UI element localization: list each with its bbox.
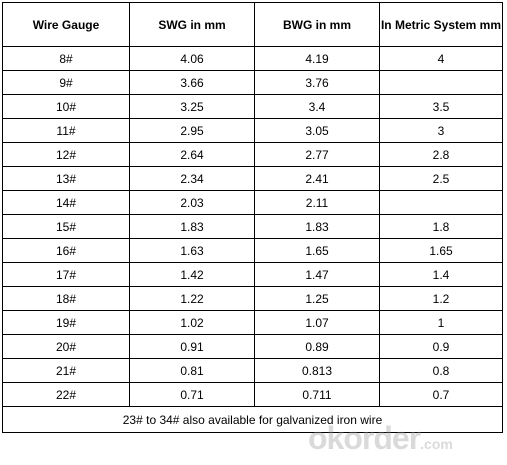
cell-wire-gauge: 17# [2, 262, 130, 287]
table-row: 12# 2.64 2.77 2.8 [2, 142, 503, 167]
table-row: 21# 0.81 0.813 0.8 [2, 358, 503, 383]
cell-metric: 1.4 [379, 262, 503, 287]
cell-bwg: 1.47 [254, 262, 380, 287]
table-row: 20# 0.91 0.89 0.9 [2, 334, 503, 359]
header-row: Wire Gauge SWG in mm BWG in mm In Metric… [2, 2, 503, 47]
wire-gauge-table: Wire Gauge SWG in mm BWG in mm In Metric… [2, 2, 503, 433]
cell-bwg: 1.65 [254, 238, 380, 263]
cell-wire-gauge: 19# [2, 310, 130, 335]
cell-wire-gauge: 14# [2, 190, 130, 215]
cell-metric: 2.8 [379, 142, 503, 167]
cell-metric: 0.9 [379, 334, 503, 359]
cell-swg: 0.91 [129, 334, 255, 359]
cell-wire-gauge: 12# [2, 142, 130, 167]
table-row: 11# 2.95 3.05 3 [2, 118, 503, 143]
cell-swg: 1.02 [129, 310, 255, 335]
table-row: 19# 1.02 1.07 1 [2, 310, 503, 335]
cell-wire-gauge: 21# [2, 358, 130, 383]
cell-bwg: 0.89 [254, 334, 380, 359]
cell-swg: 0.81 [129, 358, 255, 383]
table-row: 18# 1.22 1.25 1.2 [2, 286, 503, 311]
cell-wire-gauge: 8# [2, 46, 130, 71]
cell-swg: 1.22 [129, 286, 255, 311]
watermark-suffix: .com [420, 436, 453, 452]
table-row: 8# 4.06 4.19 4 [2, 46, 503, 71]
cell-bwg: 4.19 [254, 46, 380, 71]
cell-swg: 1.83 [129, 214, 255, 239]
cell-metric [379, 70, 503, 95]
table-row: 22# 0.71 0.711 0.7 [2, 382, 503, 407]
cell-swg: 1.63 [129, 238, 255, 263]
cell-wire-gauge: 13# [2, 166, 130, 191]
cell-bwg: 2.11 [254, 190, 380, 215]
cell-swg: 3.66 [129, 70, 255, 95]
cell-bwg: 1.25 [254, 286, 380, 311]
cell-swg: 1.42 [129, 262, 255, 287]
cell-metric: 1.8 [379, 214, 503, 239]
cell-metric: 4 [379, 46, 503, 71]
cell-wire-gauge: 22# [2, 382, 130, 407]
cell-wire-gauge: 11# [2, 118, 130, 143]
table-row: 14# 2.03 2.11 [2, 190, 503, 215]
cell-metric: 0.8 [379, 358, 503, 383]
cell-swg: 2.03 [129, 190, 255, 215]
cell-metric: 1 [379, 310, 503, 335]
cell-metric [379, 190, 503, 215]
table-body: 8# 4.06 4.19 4 9# 3.66 3.76 10# 3.25 3.4 3.5 11# 2.9… [2, 46, 503, 407]
cell-metric: 0.7 [379, 382, 503, 407]
cell-swg: 3.25 [129, 94, 255, 119]
cell-swg: 2.34 [129, 166, 255, 191]
cell-bwg: 0.711 [254, 382, 380, 407]
cell-wire-gauge: 18# [2, 286, 130, 311]
cell-metric: 2.5 [379, 166, 503, 191]
cell-bwg: 3.05 [254, 118, 380, 143]
cell-metric: 3.5 [379, 94, 503, 119]
cell-bwg: 1.83 [254, 214, 380, 239]
cell-bwg: 0.813 [254, 358, 380, 383]
cell-bwg: 3.76 [254, 70, 380, 95]
cell-metric: 1.65 [379, 238, 503, 263]
cell-wire-gauge: 16# [2, 238, 130, 263]
cell-swg: 2.95 [129, 118, 255, 143]
cell-metric: 1.2 [379, 286, 503, 311]
cell-swg: 4.06 [129, 46, 255, 71]
table-row: 9# 3.66 3.76 [2, 70, 503, 95]
cell-bwg: 1.07 [254, 310, 380, 335]
cell-bwg: 2.41 [254, 166, 380, 191]
footer-note: 23# to 34# also available for galvanized… [2, 406, 503, 433]
table-row: 13# 2.34 2.41 2.5 [2, 166, 503, 191]
footer-row: 23# to 34# also available for galvanized… [2, 406, 503, 433]
table-row: 15# 1.83 1.83 1.8 [2, 214, 503, 239]
cell-bwg: 2.77 [254, 142, 380, 167]
cell-wire-gauge: 9# [2, 70, 130, 95]
table-row: 10# 3.25 3.4 3.5 [2, 94, 503, 119]
cell-wire-gauge: 10# [2, 94, 130, 119]
cell-swg: 0.71 [129, 382, 255, 407]
cell-swg: 2.64 [129, 142, 255, 167]
cell-bwg: 3.4 [254, 94, 380, 119]
table-row: 17# 1.42 1.47 1.4 [2, 262, 503, 287]
header-bwg: BWG in mm [254, 2, 380, 47]
cell-wire-gauge: 20# [2, 334, 130, 359]
cell-metric: 3 [379, 118, 503, 143]
cell-wire-gauge: 15# [2, 214, 130, 239]
header-wire-gauge: Wire Gauge [2, 2, 130, 47]
header-swg: SWG in mm [129, 2, 255, 47]
header-metric: In Metric System mm [379, 2, 503, 47]
table-row: 16# 1.63 1.65 1.65 [2, 238, 503, 263]
